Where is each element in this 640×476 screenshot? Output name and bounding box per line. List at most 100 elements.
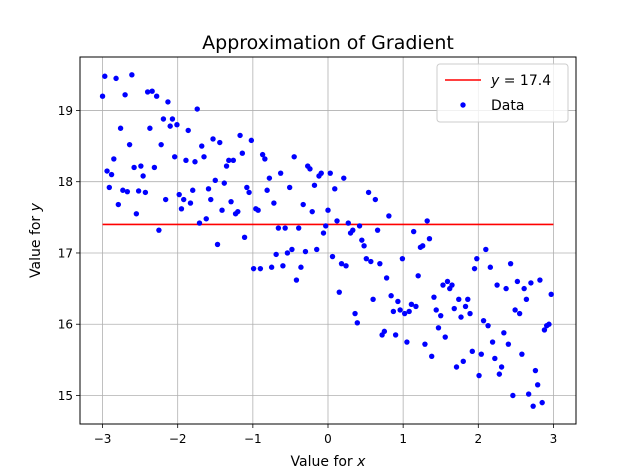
data-point	[158, 141, 164, 148]
data-point	[485, 322, 491, 329]
y-tick-label: 17	[58, 246, 73, 260]
data-point	[422, 341, 428, 347]
data-point	[108, 171, 115, 178]
legend-line-var: y	[490, 73, 500, 89]
y-axis-label-prefix: Value for	[28, 211, 44, 278]
data-point	[228, 198, 234, 205]
data-point	[217, 139, 223, 146]
data-point	[359, 237, 365, 243]
data-point	[388, 293, 394, 299]
data-point	[259, 151, 266, 158]
legend-line-rest: = 17.4	[499, 73, 551, 89]
data-point	[507, 260, 514, 267]
data-point	[363, 255, 370, 262]
legend: y = 17.4 Data	[436, 63, 569, 123]
x-tick-label: −1	[244, 432, 262, 446]
data-point	[262, 156, 268, 162]
data-point	[419, 243, 426, 249]
series-layer	[99, 72, 554, 409]
data-point	[523, 296, 530, 302]
data-point	[483, 246, 489, 253]
x-tick-label: 3	[550, 432, 558, 446]
x-axis-label: Value for x	[291, 454, 367, 470]
data-point	[467, 310, 473, 317]
y-tick-label: 16	[58, 318, 73, 332]
data-point	[345, 220, 351, 226]
data-point	[314, 246, 320, 253]
data-point	[307, 166, 313, 172]
data-point	[374, 227, 381, 233]
data-point	[539, 399, 545, 406]
data-point	[383, 275, 390, 281]
data-point	[298, 264, 304, 270]
data-point	[474, 255, 480, 262]
data-point	[271, 200, 277, 206]
data-point	[264, 187, 270, 193]
data-point	[494, 282, 500, 288]
data-point	[318, 170, 324, 176]
ticks: −3 −2 −1 0 1 2 3 15 16 17 18 19	[58, 104, 558, 446]
data-point	[530, 403, 536, 409]
data-point	[498, 364, 505, 370]
data-point	[192, 159, 198, 165]
data-point	[212, 177, 218, 183]
data-point	[399, 255, 406, 262]
data-point	[120, 187, 126, 193]
data-point	[336, 289, 342, 295]
data-point	[487, 264, 494, 270]
data-point	[153, 93, 160, 99]
data-point	[408, 301, 415, 307]
data-point	[426, 236, 433, 242]
data-point	[284, 250, 291, 256]
data-point	[241, 234, 248, 240]
data-point	[361, 243, 367, 249]
data-point	[548, 291, 554, 298]
data-point	[537, 277, 543, 283]
data-point	[162, 196, 169, 203]
data-point	[435, 325, 442, 331]
data-point	[102, 73, 108, 79]
data-point	[226, 157, 232, 164]
y-tick-label: 18	[58, 175, 73, 189]
data-point	[401, 310, 408, 317]
data-point	[277, 170, 284, 176]
data-point	[293, 277, 300, 283]
data-point	[516, 310, 523, 317]
data-point	[144, 89, 151, 95]
data-point	[365, 189, 372, 196]
data-point	[404, 339, 410, 345]
y-tick-label: 15	[58, 389, 73, 403]
data-point	[201, 154, 207, 160]
data-point	[350, 227, 356, 233]
data-point	[214, 241, 221, 248]
data-point	[171, 154, 178, 160]
data-point	[469, 348, 475, 355]
data-point	[334, 218, 340, 224]
data-point	[514, 278, 521, 285]
data-point	[338, 260, 345, 267]
data-point	[248, 137, 255, 144]
data-point	[239, 150, 246, 156]
data-point	[275, 225, 282, 231]
data-point	[503, 285, 509, 292]
data-point	[210, 136, 216, 142]
data-point	[221, 180, 227, 186]
x-tick-label: 2	[474, 432, 482, 446]
data-point	[343, 263, 349, 269]
data-point	[525, 391, 532, 397]
data-point	[492, 355, 498, 362]
data-point	[183, 157, 189, 164]
data-point	[185, 127, 191, 134]
data-point	[181, 196, 187, 203]
data-point	[219, 207, 225, 213]
data-point	[309, 208, 315, 215]
data-point	[142, 189, 149, 196]
data-point	[133, 211, 140, 217]
data-point	[377, 260, 383, 267]
data-point	[368, 258, 374, 265]
data-point	[190, 187, 196, 193]
data-point	[532, 367, 539, 374]
data-point	[323, 223, 329, 229]
data-point	[266, 175, 273, 181]
data-point	[223, 163, 230, 169]
